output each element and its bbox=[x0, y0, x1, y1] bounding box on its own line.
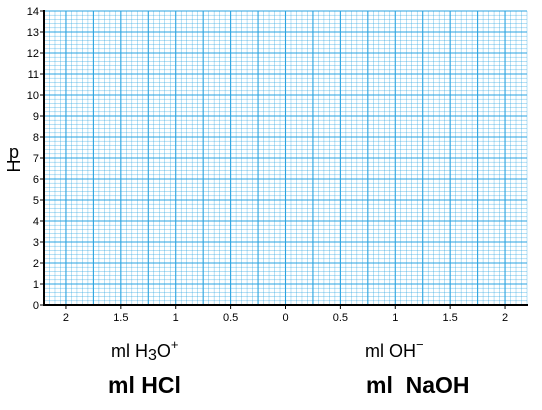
y-tick-label: 12 bbox=[27, 48, 39, 60]
y-tick-label: 1 bbox=[33, 279, 39, 291]
y-tick-label: 2 bbox=[33, 258, 39, 270]
x-tick-label: 0.5 bbox=[223, 312, 238, 324]
x-tick-label: 2 bbox=[63, 312, 69, 324]
y-tick-label: 3 bbox=[33, 237, 39, 249]
x-tick-label: 1 bbox=[392, 312, 398, 324]
y-tick-label: 9 bbox=[33, 111, 39, 123]
y-tick-label: 7 bbox=[33, 153, 39, 165]
base-reagent-label: ml NaOH bbox=[366, 372, 470, 398]
x-tick-label: 2 bbox=[502, 312, 508, 324]
x-tick-label: 0.5 bbox=[333, 312, 348, 324]
y-axis-label-h: H bbox=[4, 160, 24, 173]
x-axis-label-base-unit: ml OH− bbox=[365, 337, 424, 361]
y-tick-label: 0 bbox=[33, 300, 39, 312]
y-tick-label: 6 bbox=[33, 174, 39, 186]
y-tick-label: 13 bbox=[27, 27, 39, 39]
y-tick-label: 8 bbox=[33, 132, 39, 144]
graph-paper-grid bbox=[43, 10, 528, 306]
x-tick-label: 1.5 bbox=[113, 312, 128, 324]
y-tick-label: 14 bbox=[27, 6, 39, 18]
y-tick-label: 10 bbox=[27, 90, 39, 102]
acid-reagent-label: ml HCl bbox=[108, 372, 181, 398]
x-tick-label: 1 bbox=[173, 312, 179, 324]
x-tick-label: 1.5 bbox=[443, 312, 458, 324]
y-tick-label: 5 bbox=[33, 195, 39, 207]
x-axis-label-acid-unit: ml H3O+ bbox=[111, 337, 179, 364]
x-tick-labels: 2 1.5 1 0.5 0 0.5 1 1.5 2 bbox=[63, 305, 508, 324]
y-tick-label: 11 bbox=[28, 69, 39, 81]
x-tick-label: 0 bbox=[282, 312, 288, 324]
y-tick-label: 4 bbox=[33, 216, 39, 228]
y-axis-label-p: p bbox=[9, 142, 19, 162]
